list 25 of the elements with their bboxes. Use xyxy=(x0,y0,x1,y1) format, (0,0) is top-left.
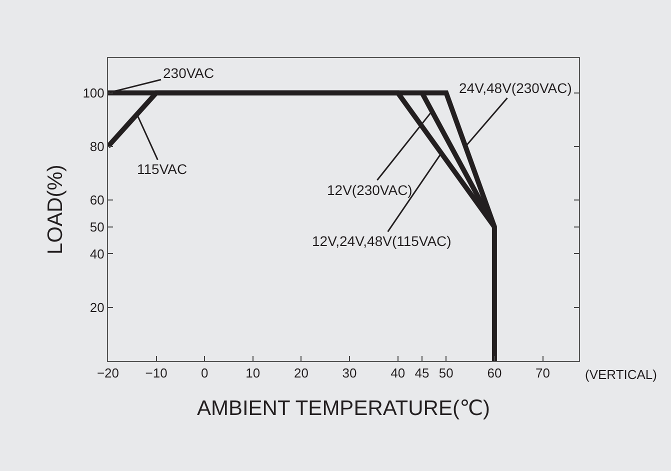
annotation: 24V,48V(230VAC) xyxy=(459,80,572,96)
annotation: 12V,24V,48V(115VAC) xyxy=(312,233,452,249)
text: (VERTICAL) xyxy=(585,367,657,382)
y-tick-label: 20 xyxy=(90,300,104,315)
y-tick-label: 50 xyxy=(90,219,104,234)
y-tick-label: 60 xyxy=(90,192,104,208)
x-tick-label: 70 xyxy=(536,366,550,381)
y-axis-title: LOAD(%) xyxy=(44,164,67,254)
x-tick-label: 10 xyxy=(246,366,260,381)
x-tick-label: 60 xyxy=(487,366,502,381)
x-tick-label: 40 xyxy=(390,366,406,381)
y-tick-label: 100 xyxy=(82,85,104,100)
x-tick-label: 45 xyxy=(414,366,430,381)
x-tick-label: 50 xyxy=(438,366,454,381)
x-tick-label: 0 xyxy=(201,366,208,381)
x-tick-label: −20 xyxy=(96,366,120,381)
x-tick-label: −10 xyxy=(145,366,168,381)
annotation: 115VAC xyxy=(137,161,188,177)
y-tick-label: 40 xyxy=(90,246,104,262)
x-tick-label: 20 xyxy=(294,366,308,381)
x-tick-label: 30 xyxy=(342,366,357,381)
annotation: 230VAC xyxy=(163,65,214,81)
annotation: 12V(230VAC) xyxy=(327,182,412,198)
x-axis-title: AMBIENT TEMPERATURE(℃) xyxy=(196,396,490,420)
y-tick-label: 80 xyxy=(90,139,104,154)
